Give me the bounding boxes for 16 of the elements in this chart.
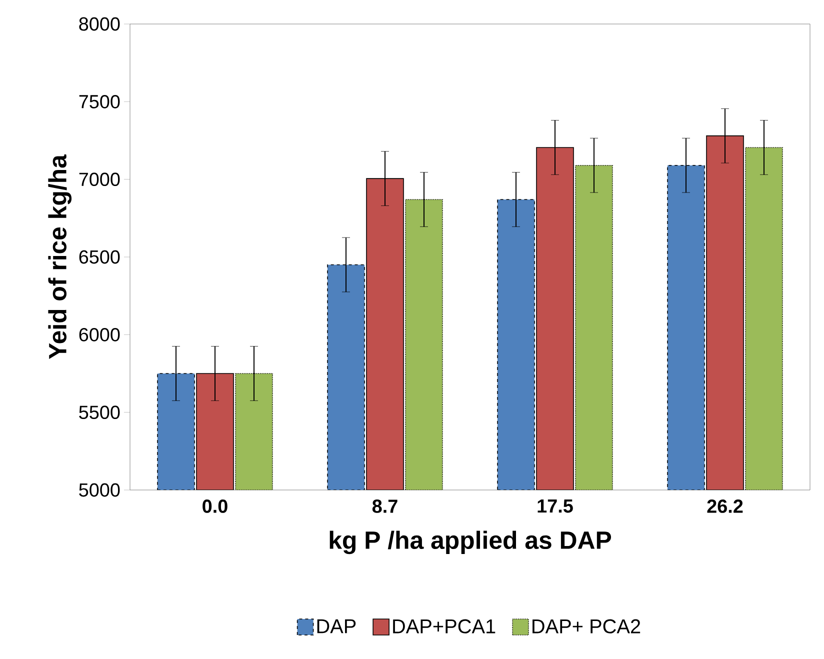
y-axis-title: Yeid of rice kg/ha — [48, 154, 72, 360]
y-tick-label: 6500 — [79, 250, 120, 264]
x-tick-label: 8.7 — [372, 500, 398, 513]
y-tick-label: 6000 — [79, 328, 120, 342]
y-tick-label: 7500 — [79, 94, 120, 108]
x-tick-label: 26.2 — [707, 500, 743, 513]
legend-label: DAP — [317, 619, 356, 634]
y-tick-label: 7000 — [79, 172, 120, 186]
x-tick-label: 0.0 — [202, 500, 228, 513]
y-tick-label: 5500 — [79, 406, 120, 420]
y-tick-label: 8000 — [79, 17, 120, 31]
legend-label: DAP+ PCA2 — [532, 619, 640, 634]
x-tick-label: 17.5 — [538, 500, 573, 513]
y-tick-label: 5000 — [79, 483, 120, 497]
x-axis-title: kg P /ha applied as DAP — [330, 530, 612, 554]
legend-label: DAP+PCA1 — [393, 619, 496, 634]
